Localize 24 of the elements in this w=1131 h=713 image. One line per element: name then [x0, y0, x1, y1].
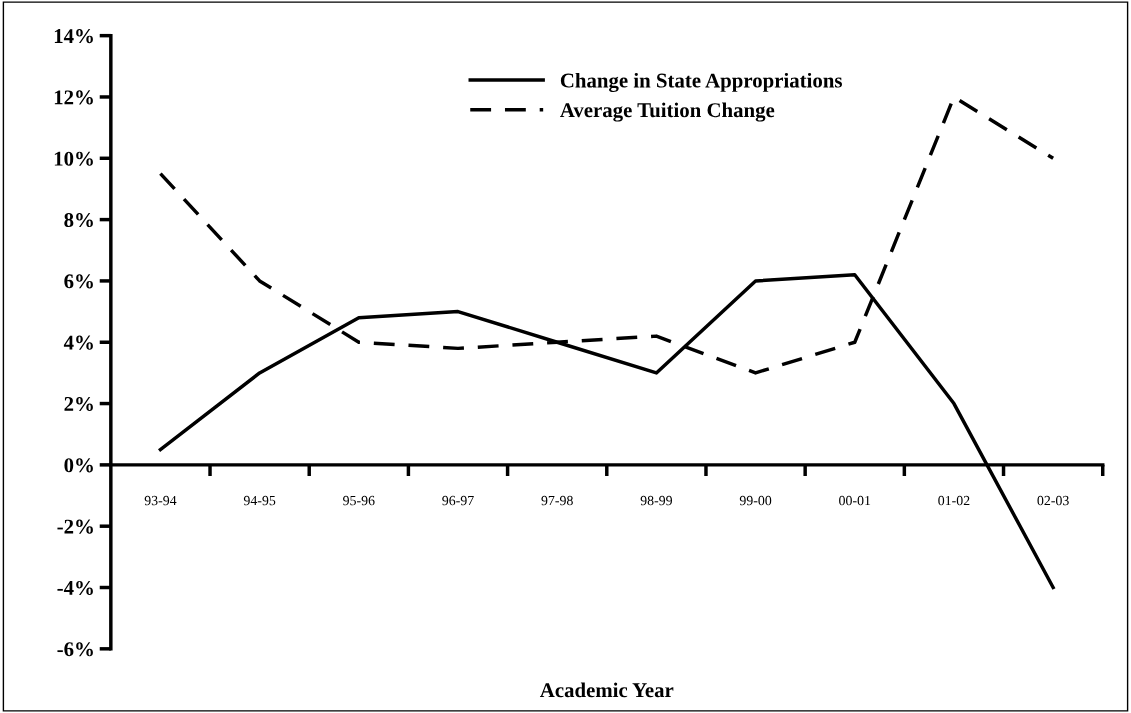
y-tick-label: 0%	[64, 458, 93, 473]
y-tick-label: 10%	[54, 151, 93, 166]
y-tick-label: 12%	[54, 90, 93, 105]
y-tick-label: 2%	[64, 396, 93, 412]
x-tick-label: 98-99	[640, 495, 673, 506]
x-tick-label: 93-94	[144, 495, 177, 506]
x-tick-label: 99-00	[739, 495, 772, 506]
x-tick-label: 00-01	[839, 495, 871, 506]
y-tick-label: 14%	[54, 29, 93, 44]
legend-label: Change in State Appropriations	[560, 72, 842, 92]
x-tick-label: 02-03	[1037, 495, 1069, 506]
x-tick-label: 96-97	[442, 495, 474, 506]
x-axis-title: Academic Year	[539, 682, 674, 698]
y-tick-label: -4%	[57, 580, 93, 596]
legend-label: Average Tuition Change	[560, 102, 775, 122]
x-tick-label: 97-98	[541, 495, 573, 506]
y-tick-label: -6%	[57, 642, 93, 657]
y-tick-label: -2%	[57, 519, 93, 534]
y-tick-label: 6%	[64, 274, 93, 289]
x-tick-label: 01-02	[938, 495, 970, 506]
x-tick-label: 95-96	[343, 495, 375, 506]
y-tick-label: 8%	[64, 212, 93, 228]
y-tick-label: 4%	[63, 335, 93, 350]
x-tick-label: 94-95	[243, 495, 276, 506]
